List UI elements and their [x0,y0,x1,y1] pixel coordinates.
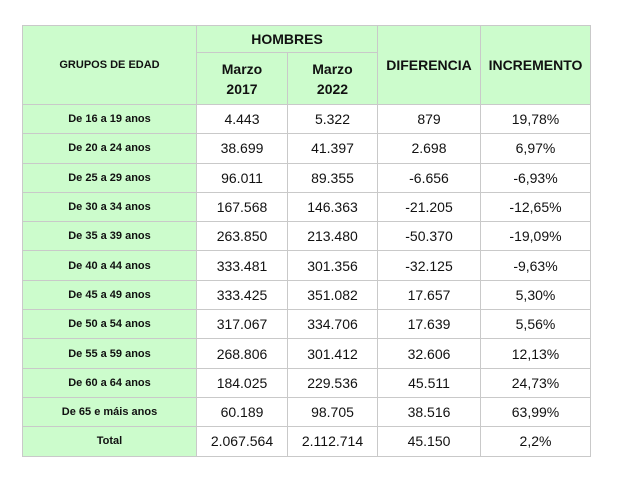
row-label: De 60 a 64 anos [22,367,197,398]
cell: -21.205 [377,191,481,223]
cell: 301.412 [287,338,378,369]
table-row: De 60 a 64 anos 184.025 229.536 45.511 24,73… [22,367,591,398]
table-row: De 65 e máis anos 60.189 98.705 38.516 63,99… [22,396,591,428]
cell: 2,2% [480,426,591,457]
month: Marzo [312,60,353,77]
table-row: Total 2.067.564 2.112.714 45.150 2,2% [22,426,591,457]
header-col2: Marzo 2022 [287,52,378,105]
row-label: De 45 a 49 anos [22,279,197,311]
row-label: De 35 a 39 anos [22,221,197,252]
cell: 89.355 [287,162,378,193]
table-body: De 16 a 19 anos 4.443 5.322 879 19,78% De 20 … [22,103,591,457]
table-row: De 50 a 54 anos 317.067 334.706 17.639 5,56% [22,309,591,340]
cell: -19,09% [480,221,591,252]
cell: 32.606 [377,338,481,369]
row-label: De 55 a 59 anos [22,338,197,369]
row-label: De 40 a 44 anos [22,250,197,281]
cell: 213.480 [287,221,378,252]
cell: 351.082 [287,279,378,311]
cell: 6,97% [480,133,591,164]
cell: 45.511 [377,367,481,398]
header-men: HOMBRES [196,25,378,53]
cell: 17.657 [377,279,481,311]
cell: 63,99% [480,396,591,428]
row-label: De 16 a 19 anos [22,103,197,135]
cell: 167.568 [196,191,288,223]
cell: 184.025 [196,367,288,398]
row-label: Total [22,426,197,457]
cell: -6,93% [480,162,591,193]
cell: 38.516 [377,396,481,428]
year: 2022 [316,80,349,97]
cell: -32.125 [377,250,481,281]
row-label: De 50 a 54 anos [22,309,197,340]
table-row: De 20 a 24 anos 38.699 41.397 2.698 6,97% [22,133,591,164]
cell: 879 [377,103,481,135]
header-col1: Marzo 2017 [196,52,288,105]
cell: 2.112.714 [287,426,378,457]
row-label: De 25 a 29 anos [22,162,197,193]
table-row: De 55 a 59 anos 268.806 301.412 32.606 12,13… [22,338,591,369]
cell: 333.481 [196,250,288,281]
cell: 301.356 [287,250,378,281]
cell: 45.150 [377,426,481,457]
header-inc: INCREMENTO [480,25,591,105]
row-label: De 20 a 24 anos [22,133,197,164]
cell: 146.363 [287,191,378,223]
cell: 38.699 [196,133,288,164]
row-label: De 30 a 34 anos [22,191,197,223]
cell: -50.370 [377,221,481,252]
cell: -9,63% [480,250,591,281]
cell: 98.705 [287,396,378,428]
table-row: De 16 a 19 anos 4.443 5.322 879 19,78% [22,103,591,135]
cell: 334.706 [287,309,378,340]
year: 2017 [226,80,258,97]
cell: 2.698 [377,133,481,164]
cell: 229.536 [287,367,378,398]
cell: 2.067.564 [196,426,288,457]
cell: 5,56% [480,309,591,340]
table-row: De 35 a 39 anos 263.850 213.480 -50.370 -19,… [22,221,591,252]
cell: 60.189 [196,396,288,428]
cell: 333.425 [196,279,288,311]
header-diff: DIFERENCIA [377,25,481,105]
cell: 24,73% [480,367,591,398]
cell: 268.806 [196,338,288,369]
table-row: De 40 a 44 anos 333.481 301.356 -32.125 -9,6… [22,250,591,281]
cell: 317.067 [196,309,288,340]
month: Marzo [221,60,263,77]
cell: 263.850 [196,221,288,252]
cell: 41.397 [287,133,378,164]
cell: 5.322 [287,103,378,135]
table-row: De 45 a 49 anos 333.425 351.082 17.657 5,30% [22,279,591,311]
data-table: GRUPOS DE EDAD HOMBRES DIFERENCIA INCREM… [22,25,591,457]
table-row: De 25 a 29 anos 96.011 89.355 -6.656 -6,93% [22,162,591,193]
cell: -12,65% [480,191,591,223]
cell: 5,30% [480,279,591,311]
cell: 12,13% [480,338,591,369]
cell: 19,78% [480,103,591,135]
cell: 4.443 [196,103,288,135]
header-group: GRUPOS DE EDAD [22,25,197,105]
cell: 96.011 [196,162,288,193]
row-label: De 65 e máis anos [22,396,197,428]
cell: 17.639 [377,309,481,340]
cell: -6.656 [377,162,481,193]
table-row: De 30 a 34 anos 167.568 146.363 -21.205 -12,… [22,191,591,223]
